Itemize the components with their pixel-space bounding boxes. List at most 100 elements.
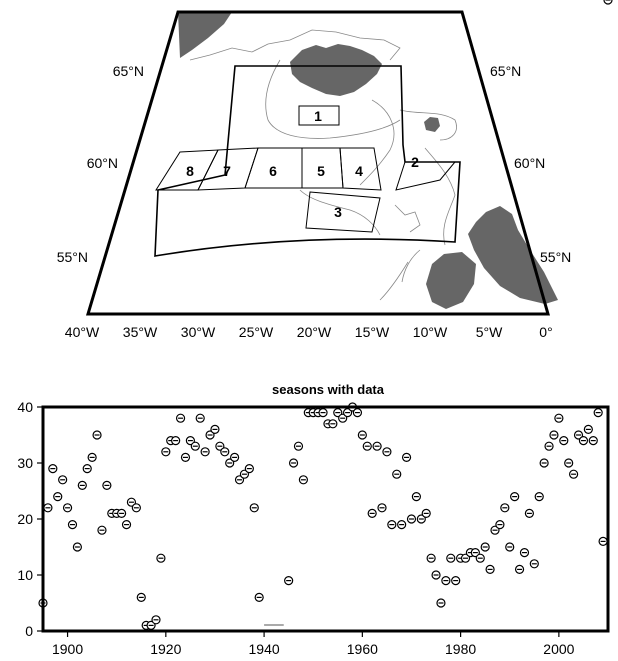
box-label-4: 4 <box>355 163 363 179</box>
map-panel: 1 2 3 4 5 6 7 8 65°N 60°N 55°N 65°N 60°N… <box>57 10 571 340</box>
scatter-panel: seasons with data 0 10 20 30 40 1900 1920 1940… <box>17 0 613 657</box>
lon-label: 40°W <box>65 324 100 340</box>
x-tick-label: 2000 <box>543 641 574 657</box>
data-point <box>225 458 235 468</box>
sub-boxes <box>155 105 457 233</box>
data-point <box>215 441 225 451</box>
data-point <box>126 497 137 507</box>
data-point <box>519 547 530 558</box>
data-point <box>343 408 353 418</box>
data-point <box>397 519 407 530</box>
data-point <box>362 441 372 451</box>
lat-label-55-left: 55°N <box>57 249 88 265</box>
data-point <box>239 469 250 479</box>
data-point <box>573 430 584 440</box>
x-tick-label: 1900 <box>52 641 83 657</box>
data-point <box>161 447 171 457</box>
data-point <box>230 452 240 462</box>
data-point <box>392 469 402 479</box>
y-tick-label: 30 <box>17 455 33 471</box>
box-1-outline <box>298 105 340 126</box>
data-point <box>372 441 382 451</box>
data-point <box>210 424 220 434</box>
data-point <box>416 514 426 524</box>
box-labels: 1 2 3 4 5 6 7 8 <box>186 108 419 220</box>
data-point <box>470 547 480 558</box>
faroe-islands-land <box>424 117 440 132</box>
data-point <box>117 508 127 519</box>
data-point <box>185 436 195 446</box>
data-point <box>293 441 304 451</box>
data-point <box>48 464 58 474</box>
y-tick-label: 20 <box>17 511 33 527</box>
box-label-2: 2 <box>411 154 419 170</box>
box-8-outline <box>155 149 219 191</box>
box-label-7: 7 <box>223 163 231 179</box>
data-point <box>534 492 544 502</box>
data-point <box>559 436 569 446</box>
box-label-1: 1 <box>314 108 322 124</box>
greenland-land <box>178 12 232 58</box>
data-point <box>593 408 603 418</box>
data-point <box>333 408 343 418</box>
data-point <box>146 620 156 631</box>
data-point <box>87 452 97 462</box>
data-point <box>288 458 299 468</box>
x-tick-label: 1960 <box>347 641 378 657</box>
data-point <box>92 430 102 440</box>
box-label-5: 5 <box>317 163 325 179</box>
x-tick-label: 1980 <box>445 641 476 657</box>
data-point <box>190 441 200 451</box>
data-point <box>588 436 598 446</box>
data-point <box>67 519 78 530</box>
data-point <box>121 519 132 530</box>
ireland-land <box>426 252 476 309</box>
data-point <box>485 564 495 575</box>
y-tick-label: 40 <box>17 399 33 415</box>
lat-label-55-right: 55°N <box>540 249 571 265</box>
chart-title: seasons with data <box>272 382 385 397</box>
data-point <box>77 480 87 490</box>
data-point <box>205 430 215 440</box>
data-point <box>446 553 456 563</box>
data-point <box>431 570 441 580</box>
lat-label-65-right: 65°N <box>490 63 521 79</box>
lon-label: 15°W <box>355 324 390 340</box>
data-point <box>43 503 53 513</box>
contour-line <box>359 99 395 186</box>
map-frame <box>85 10 550 316</box>
data-point <box>352 408 363 418</box>
x-tick-label: 1940 <box>249 641 280 657</box>
data-point <box>131 503 141 513</box>
data-point <box>480 542 490 552</box>
data-point <box>58 475 68 485</box>
contour-line <box>299 189 381 236</box>
lon-label: 25°W <box>239 324 274 340</box>
data-point <box>136 592 146 603</box>
box-label-6: 6 <box>269 163 277 179</box>
data-point <box>387 519 397 530</box>
contour-line <box>379 261 409 301</box>
data-point <box>367 508 377 519</box>
data-point <box>72 542 82 552</box>
data-point <box>175 413 186 423</box>
data-point <box>249 503 259 513</box>
data-point <box>401 452 412 462</box>
data-point <box>411 492 421 502</box>
data-point <box>514 564 525 575</box>
data-point <box>200 447 210 457</box>
box-label-8: 8 <box>186 163 194 179</box>
box-3-outline <box>305 191 381 233</box>
data-point <box>578 436 589 446</box>
data-point <box>382 447 392 457</box>
data-point <box>564 458 574 468</box>
scotland-land <box>468 206 558 304</box>
lat-label-60-left: 60°N <box>87 155 118 171</box>
data-point <box>441 575 451 586</box>
y-axis: 0 10 20 30 40 <box>17 399 43 639</box>
data-point <box>495 519 505 530</box>
data-point <box>195 413 205 423</box>
data-point <box>244 464 254 474</box>
data-point <box>220 447 230 457</box>
data-point <box>475 553 485 563</box>
